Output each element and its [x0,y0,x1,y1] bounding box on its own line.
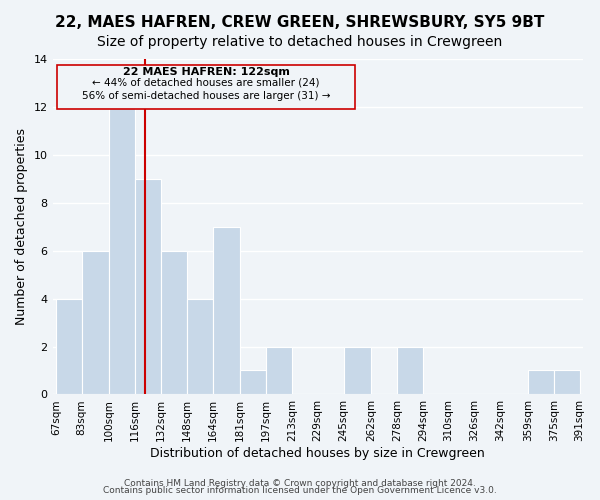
FancyBboxPatch shape [58,65,355,110]
Text: Contains public sector information licensed under the Open Government Licence v3: Contains public sector information licen… [103,486,497,495]
Text: 22 MAES HAFREN: 122sqm: 22 MAES HAFREN: 122sqm [122,67,290,77]
Bar [109,107,135,395]
Text: ← 44% of detached houses are smaller (24): ← 44% of detached houses are smaller (24… [92,78,320,88]
Bar [344,346,371,395]
Bar [554,370,580,394]
Text: 22, MAES HAFREN, CREW GREEN, SHREWSBURY, SY5 9BT: 22, MAES HAFREN, CREW GREEN, SHREWSBURY,… [55,15,545,30]
Bar [56,298,82,394]
Bar [397,346,423,395]
X-axis label: Distribution of detached houses by size in Crewgreen: Distribution of detached houses by size … [151,447,485,460]
Text: Contains HM Land Registry data © Crown copyright and database right 2024.: Contains HM Land Registry data © Crown c… [124,478,476,488]
Text: 56% of semi-detached houses are larger (31) →: 56% of semi-detached houses are larger (… [82,91,331,101]
Bar [82,250,109,394]
Bar [212,226,240,394]
Bar [187,298,212,394]
Bar [266,346,292,395]
Bar [528,370,554,394]
Bar [135,179,161,394]
Bar [240,370,266,394]
Y-axis label: Number of detached properties: Number of detached properties [15,128,28,325]
Text: Size of property relative to detached houses in Crewgreen: Size of property relative to detached ho… [97,35,503,49]
Bar [161,250,187,394]
